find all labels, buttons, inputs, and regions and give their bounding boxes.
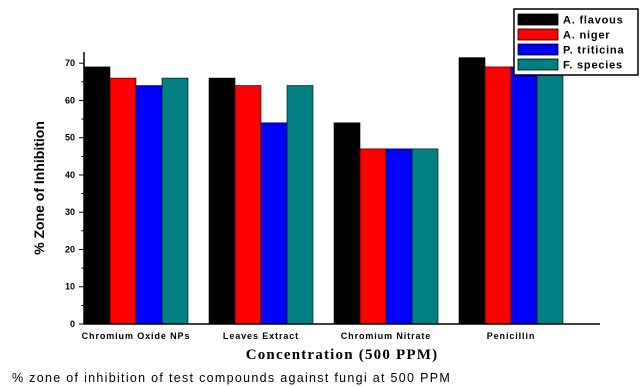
bar	[161, 77, 189, 325]
bar-group	[83, 57, 564, 325]
y-tick-label: 20	[65, 244, 75, 254]
y-axis-label: % Zone of Inhibition	[31, 121, 47, 255]
bar	[359, 148, 387, 325]
legend-swatch	[517, 58, 559, 71]
y-tick-label: 60	[65, 95, 75, 105]
figure-caption: % zone of inhibition of test compounds a…	[12, 371, 451, 385]
legend-label: F. species	[563, 60, 623, 72]
y-tick-label: 10	[65, 282, 75, 292]
bar	[208, 77, 236, 325]
axes	[83, 52, 600, 325]
legend-swatch	[517, 13, 559, 26]
legend-swatch	[517, 28, 559, 41]
x-tick-label: Penicillin	[487, 331, 536, 341]
y-tick-label: 0	[70, 319, 75, 329]
bar	[135, 85, 163, 325]
bar	[83, 66, 111, 325]
x-tick-label: Chromium Nitrate	[341, 331, 431, 341]
bar	[536, 66, 564, 325]
legend-label: A. flavous	[563, 15, 624, 27]
bar	[333, 122, 361, 325]
y-tick-label: 70	[65, 58, 75, 68]
x-tick-group: Chromium Oxide NPs Leaves Extract Chromium…	[82, 331, 536, 341]
bar	[411, 148, 439, 325]
x-tick-label: Chromium Oxide NPs	[82, 331, 191, 341]
legend-label: A. niger	[563, 30, 610, 42]
legend-label: P. triticina	[563, 45, 624, 57]
bar	[260, 122, 288, 325]
x-axis-label: Concentration (500 PPM)	[246, 347, 439, 363]
y-tick-label: 30	[65, 207, 75, 217]
y-tick-label: 40	[65, 170, 75, 180]
legend: A. flavous A. niger P. triticina F. species	[513, 8, 639, 76]
bar	[286, 85, 314, 325]
bar	[385, 148, 413, 325]
y-tick-label: 50	[65, 133, 75, 143]
bar	[484, 66, 512, 325]
bar	[510, 66, 538, 325]
bar	[234, 85, 262, 325]
bar	[458, 57, 486, 325]
x-tick-label: Leaves Extract	[223, 331, 299, 341]
bar	[109, 77, 137, 325]
y-tick-group: 0 10 20 30 40 50 60 70	[65, 58, 84, 329]
legend-swatch	[517, 43, 559, 56]
